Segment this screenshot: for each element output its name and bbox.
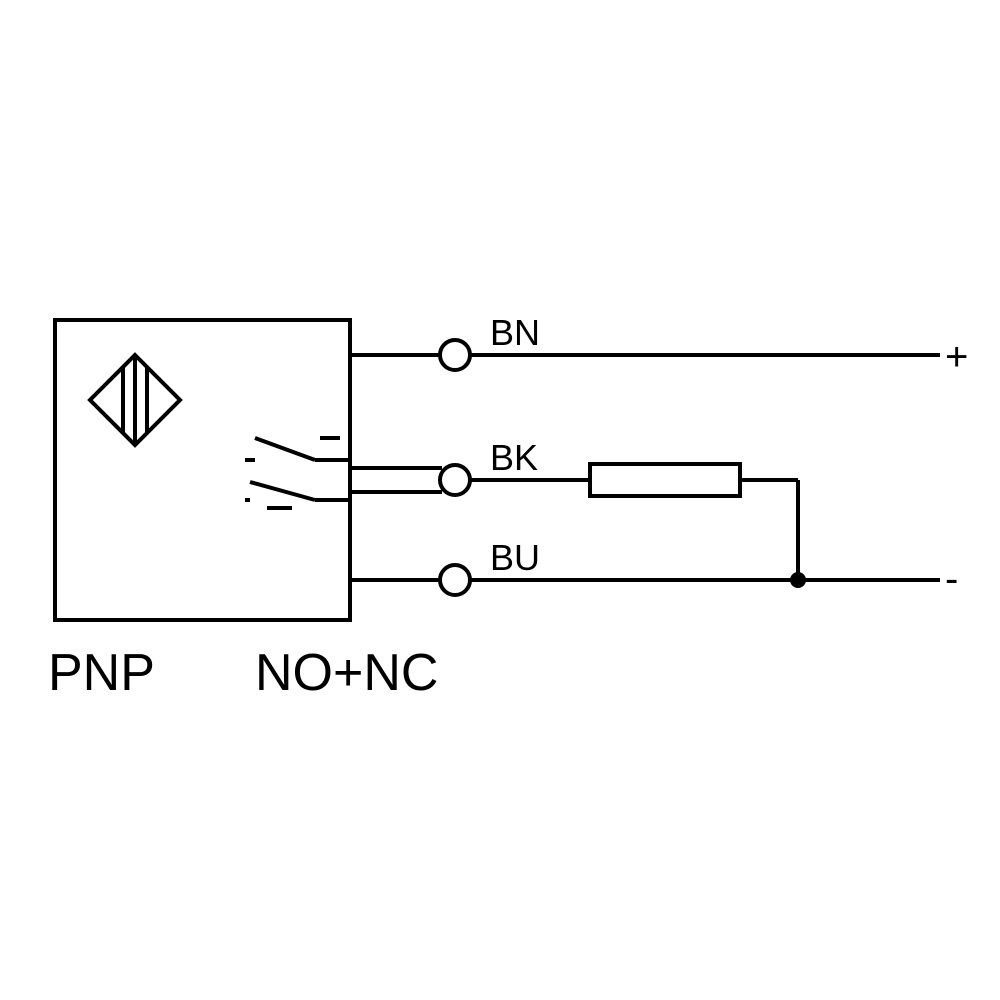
wire-bn	[350, 340, 940, 370]
switch-no-nc	[245, 438, 350, 508]
label-pnp: PNP	[48, 644, 155, 702]
wiring-diagram: BN BK BU PNP NO+NC + -	[0, 0, 1000, 1000]
label-bu: BU	[490, 537, 540, 578]
label-plus-icon: +	[945, 335, 968, 379]
wire-bu	[350, 565, 940, 595]
label-bn: BN	[490, 312, 540, 353]
label-bk: BK	[490, 437, 538, 478]
label-nonc: NO+NC	[255, 644, 438, 702]
sensor-box	[55, 320, 350, 620]
label-minus-icon: -	[945, 557, 958, 601]
wire-bk	[350, 464, 806, 588]
sensor-diamond-icon	[90, 355, 180, 445]
